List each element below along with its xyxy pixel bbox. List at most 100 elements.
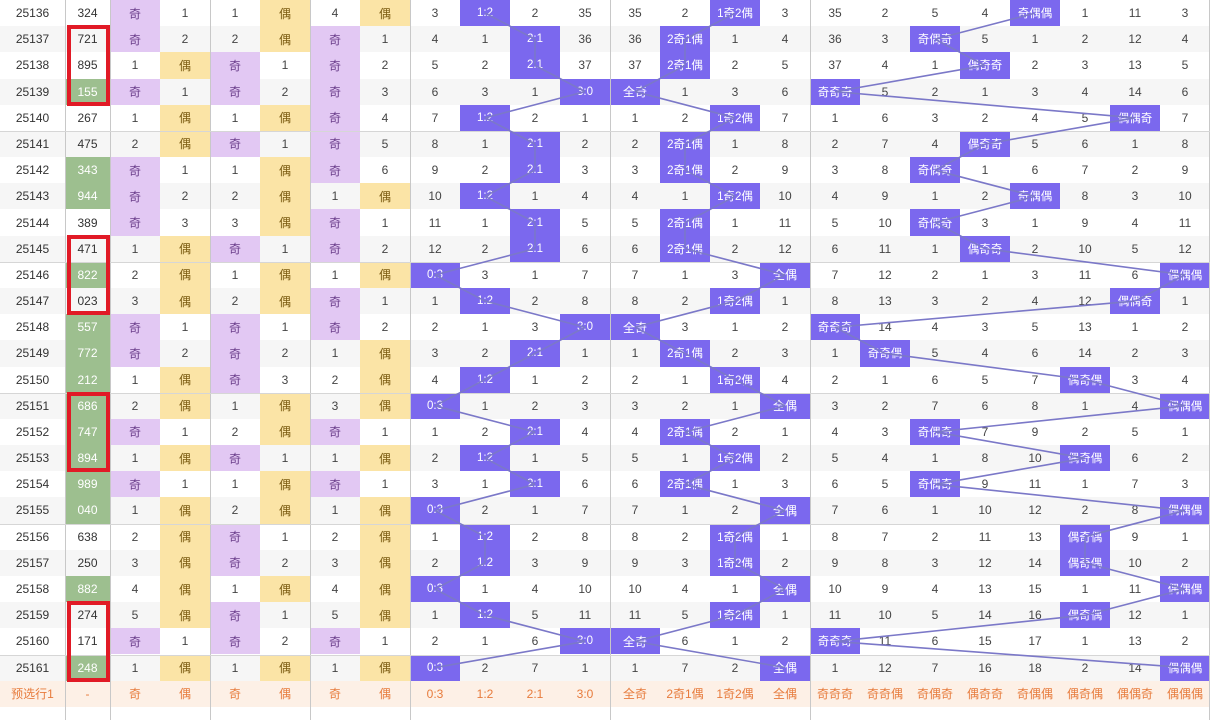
data-cell: 6 xyxy=(931,634,939,649)
data-cell: 1 xyxy=(381,477,389,492)
data-cell: 9 xyxy=(431,163,439,178)
data-cell: 13 xyxy=(878,294,892,309)
data-cell: 8 xyxy=(881,163,889,178)
number-cell: 475 xyxy=(77,136,98,151)
issue-cell: 25145 xyxy=(15,241,50,256)
data-cell: 6 xyxy=(631,241,639,256)
data-cell: 2 xyxy=(1181,320,1189,335)
data-cell: 奇 xyxy=(210,52,260,79)
red-highlight-box xyxy=(67,234,110,316)
data-cell: 11 xyxy=(778,215,792,230)
data-cell: 3 xyxy=(231,215,239,230)
data-cell: 1 xyxy=(681,267,689,282)
data-cell: 9 xyxy=(1081,215,1089,230)
data-cell: 1 xyxy=(331,267,339,282)
data-cell: 1 xyxy=(481,136,489,151)
footer-cell: 奇奇偶 xyxy=(866,687,903,702)
data-cell: 14 xyxy=(978,608,992,623)
data-cell: 7 xyxy=(931,660,939,675)
data-cell: 1 xyxy=(281,451,289,466)
pattern-hit-cell: 偶偶偶 xyxy=(1160,392,1210,419)
data-cell: 偶 xyxy=(160,549,210,576)
data-cell: 8 xyxy=(831,529,839,544)
data-cell: 奇 xyxy=(310,78,360,105)
pattern-hit-cell: 全偶 xyxy=(760,497,810,524)
data-cell: 1 xyxy=(131,451,139,466)
data-cell: 3 xyxy=(531,320,539,335)
data-cell: 5 xyxy=(581,215,589,230)
data-cell: 2 xyxy=(1081,660,1089,675)
data-cell: 1 xyxy=(281,58,289,73)
data-cell: 1 xyxy=(731,136,739,151)
data-cell: 12 xyxy=(1128,608,1142,623)
pattern-hit-cell: 2奇1偶 xyxy=(660,130,710,158)
data-cell: 2 xyxy=(781,634,789,649)
footer-cell: 2奇1偶 xyxy=(666,687,704,702)
data-cell: 2 xyxy=(331,529,339,544)
data-cell: 37 xyxy=(828,58,842,73)
data-cell: 10 xyxy=(778,189,792,204)
data-cell: 1 xyxy=(781,608,789,623)
issue-cell: 25137 xyxy=(15,32,50,47)
data-cell: 偶 xyxy=(260,471,310,498)
data-cell: 奇 xyxy=(110,78,160,105)
data-cell: 1 xyxy=(681,372,689,387)
data-cell: 3 xyxy=(131,294,139,309)
data-cell: 偶 xyxy=(360,549,410,576)
data-cell: 偶 xyxy=(260,497,310,524)
data-cell: 1 xyxy=(381,32,389,47)
data-cell: 1 xyxy=(381,634,389,649)
pattern-hit-cell: 1:2 xyxy=(460,523,510,550)
pattern-hit-cell: 奇偶偶 xyxy=(1010,0,1060,27)
pattern-hit-cell: 1奇2偶 xyxy=(710,445,760,472)
data-cell: 偶 xyxy=(260,209,310,236)
data-cell: 1 xyxy=(331,189,339,204)
data-cell: 1 xyxy=(531,503,539,518)
data-cell: 3 xyxy=(331,555,339,570)
data-cell: 偶 xyxy=(160,287,210,315)
issue-cell: 25148 xyxy=(15,320,50,335)
data-cell: 偶 xyxy=(160,654,210,681)
data-cell: 1 xyxy=(931,58,939,73)
data-cell: 13 xyxy=(1128,58,1142,73)
data-cell: 2 xyxy=(281,555,289,570)
row-divider xyxy=(0,654,1210,656)
data-cell: 2 xyxy=(281,84,289,99)
pattern-hit-cell: 0:3 xyxy=(410,261,460,288)
data-cell: 35 xyxy=(628,6,642,21)
data-cell: 4 xyxy=(631,189,639,204)
number-cell: 686 xyxy=(65,392,110,419)
number-cell: 638 xyxy=(77,529,98,544)
data-cell: 5 xyxy=(1081,110,1089,125)
data-cell: 2 xyxy=(231,189,239,204)
data-cell: 12 xyxy=(978,555,992,570)
pattern-hit-cell: 2奇1偶 xyxy=(660,26,710,53)
data-cell: 3 xyxy=(1131,189,1139,204)
data-cell: 11 xyxy=(628,608,642,623)
data-cell: 1 xyxy=(331,451,339,466)
number-cell: 471 xyxy=(77,241,98,256)
data-cell: 2 xyxy=(681,294,689,309)
pattern-hit-cell: 偶偶偶 xyxy=(1160,575,1210,603)
issue-cell: 25146 xyxy=(15,267,50,282)
data-cell: 7 xyxy=(881,136,889,151)
column-divider xyxy=(65,0,66,720)
pattern-hit-cell: 全偶 xyxy=(760,654,810,681)
data-cell: 4 xyxy=(331,6,339,21)
data-cell: 8 xyxy=(981,451,989,466)
pattern-hit-cell: 偶偶奇 xyxy=(1110,104,1160,131)
data-cell: 奇 xyxy=(110,314,160,341)
data-cell: 8 xyxy=(1181,136,1189,151)
data-cell: 奇 xyxy=(310,26,360,53)
data-cell: 8 xyxy=(431,136,439,151)
data-cell: 1 xyxy=(431,294,439,309)
data-cell: 5 xyxy=(931,6,939,21)
pattern-hit-cell: 3:0 xyxy=(560,628,610,655)
data-cell: 2 xyxy=(981,189,989,204)
data-cell: 1 xyxy=(681,503,689,518)
pattern-hit-cell: 奇奇奇 xyxy=(810,628,860,655)
data-cell: 8 xyxy=(781,136,789,151)
data-cell: 12 xyxy=(778,241,792,256)
red-highlight-box xyxy=(67,601,110,682)
issue-cell: 25154 xyxy=(15,477,50,492)
